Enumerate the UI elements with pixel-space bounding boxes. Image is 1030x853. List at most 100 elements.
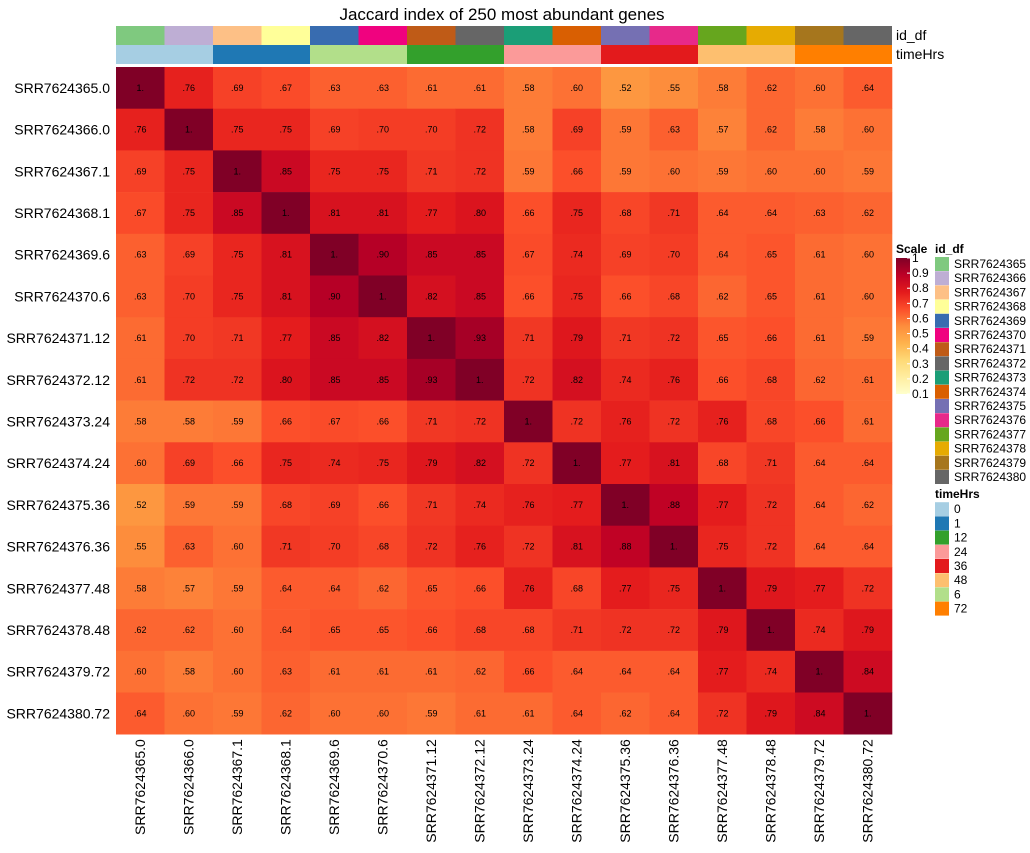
scale-tick-label: 0.7: [912, 296, 929, 310]
heatmap-cell: [601, 525, 650, 568]
annotation-cell-id_df: [698, 26, 747, 45]
cell-value-label: .68: [764, 375, 777, 385]
cell-value-label: .59: [619, 125, 632, 135]
column-label: SRR7624375.36: [617, 739, 633, 843]
heatmap-cell: [504, 192, 553, 235]
cell-value-label: .79: [570, 333, 583, 343]
heatmap-cell: [310, 67, 359, 109]
heatmap-cell: [116, 192, 165, 235]
cell-value-label: 1.: [864, 708, 872, 718]
legend-title-id_df: id_df: [935, 242, 965, 256]
annotation-cell-id_df: [116, 26, 165, 45]
heatmap-cell: [843, 108, 893, 151]
cell-value-label: .61: [522, 708, 535, 718]
heatmap-cell: [455, 67, 505, 109]
heatmap-cell: [455, 442, 505, 485]
cell-value-label: .76: [667, 375, 680, 385]
heatmap-cell: [164, 400, 214, 443]
annotation-cell-timeHrs: [407, 45, 456, 64]
heatmap-cell: [795, 442, 844, 485]
cell-value-label: .60: [376, 708, 389, 718]
cell-value-label: .77: [716, 500, 729, 510]
cell-value-label: .60: [134, 667, 147, 677]
cell-value-label: .68: [376, 542, 389, 552]
row-label: SRR7624374.24: [6, 455, 110, 471]
cell-value-label: .55: [667, 83, 680, 93]
cell-value-label: .81: [570, 542, 583, 552]
heatmap-cell: [261, 233, 311, 276]
cell-value-label: .66: [231, 458, 244, 468]
heatmap-cell: [504, 567, 553, 610]
heatmap-cell: [698, 192, 747, 235]
legend-swatch: [935, 257, 949, 271]
heatmap-cell: [698, 108, 747, 151]
heatmap-cell: [310, 609, 359, 652]
cell-value-label: .79: [764, 583, 777, 593]
heatmap-cell: [746, 442, 796, 485]
column-label: SRR7624380.72: [860, 739, 876, 843]
heatmap-cell: [746, 609, 796, 652]
cell-value-label: .70: [425, 125, 438, 135]
row-label: SRR7624373.24: [6, 413, 110, 429]
heatmap-cell: [698, 358, 747, 401]
cell-value-label: .75: [376, 458, 389, 468]
cell-value-label: .58: [134, 583, 147, 593]
cell-value-label: 1.: [718, 583, 726, 593]
scale-tick-label: 0.5: [912, 327, 929, 341]
heatmap-cell: [116, 650, 165, 693]
heatmap-cell: [698, 275, 747, 318]
cell-value-label: .61: [376, 667, 389, 677]
heatmap-cell: [261, 317, 311, 360]
heatmap-cell: [601, 192, 650, 235]
heatmap-cell: [455, 192, 505, 235]
heatmap-cell: [552, 358, 602, 401]
cell-value-label: .68: [522, 625, 535, 635]
cell-value-label: .68: [279, 500, 292, 510]
heatmap-cell: [504, 692, 553, 735]
cell-value-label: .62: [764, 125, 777, 135]
heatmap-cell: [504, 275, 553, 318]
cell-value-label: .68: [667, 291, 680, 301]
cell-value-label: .64: [861, 542, 874, 552]
legend-swatch: [935, 328, 949, 342]
annotation-cell-timeHrs: [698, 45, 747, 64]
scale-tick-label: 0.8: [912, 281, 929, 295]
cell-value-label: .77: [425, 208, 438, 218]
cell-value-label: .62: [764, 83, 777, 93]
column-label: SRR7624372.12: [472, 739, 488, 843]
heatmap-cell: [601, 442, 650, 485]
legend-swatch: [935, 502, 949, 517]
heatmap-cell: [649, 609, 699, 652]
heatmap-cell: [843, 275, 893, 318]
heatmap-cell: [843, 400, 893, 443]
heatmap-cell: [746, 150, 796, 193]
heatmap-cell: [601, 609, 650, 652]
heatmap-cell: [261, 609, 311, 652]
heatmap-cell: [310, 525, 359, 568]
column-label: SRR7624366.0: [181, 739, 197, 835]
cell-value-label: 1.: [670, 542, 678, 552]
annotation-cell-id_df: [504, 26, 553, 45]
heatmap-cell: [601, 484, 650, 526]
heatmap-cell: [358, 484, 408, 526]
heatmap-cell: [116, 525, 165, 568]
column-label: SRR7624374.24: [569, 739, 585, 843]
cell-value-label: .66: [813, 416, 826, 426]
legend-label: 48: [954, 573, 968, 587]
annotation-cell-id_df: [164, 26, 213, 45]
heatmap-cell: [843, 567, 893, 610]
heatmap-cell: [261, 275, 311, 318]
cell-value-label: .59: [425, 708, 438, 718]
cell-value-label: .63: [328, 83, 341, 93]
cell-value-label: 1.: [815, 667, 823, 677]
cell-value-label: .64: [570, 667, 583, 677]
legend-label: SRR7624377: [954, 427, 1026, 441]
cell-value-label: .65: [764, 250, 777, 260]
heatmap-cell: [358, 400, 408, 443]
cell-value-label: .63: [813, 208, 826, 218]
heatmap-cell: [358, 317, 408, 360]
cell-value-label: 1.: [136, 83, 144, 93]
cell-value-label: .66: [570, 166, 583, 176]
heatmap-cell: [310, 192, 359, 235]
